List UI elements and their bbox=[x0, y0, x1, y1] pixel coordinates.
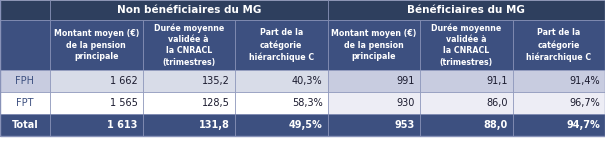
Text: 135,2: 135,2 bbox=[202, 76, 230, 86]
Bar bbox=[143, 114, 235, 136]
Bar bbox=[420, 92, 512, 114]
Bar bbox=[0, 92, 50, 114]
Text: 91,1: 91,1 bbox=[486, 76, 508, 86]
Bar bbox=[327, 70, 420, 92]
Bar bbox=[0, 114, 50, 136]
Text: Non bénéficiaires du MG: Non bénéficiaires du MG bbox=[117, 5, 261, 15]
Bar bbox=[327, 0, 605, 20]
Bar bbox=[143, 92, 235, 114]
Text: 1 565: 1 565 bbox=[110, 98, 137, 108]
Text: 1 662: 1 662 bbox=[110, 76, 137, 86]
Text: 49,5%: 49,5% bbox=[289, 120, 322, 130]
Text: Durée moyenne
validée à
la CNRACL
(trimestres): Durée moyenne validée à la CNRACL (trime… bbox=[431, 23, 502, 67]
Bar bbox=[327, 114, 420, 136]
Text: Montant moyen (€)
de la pension
principale: Montant moyen (€) de la pension principa… bbox=[54, 29, 139, 61]
Text: 953: 953 bbox=[394, 120, 415, 130]
Bar bbox=[420, 114, 512, 136]
Text: Durée moyenne
validée à
la CNRACL
(trimestres): Durée moyenne validée à la CNRACL (trime… bbox=[154, 23, 224, 67]
Bar bbox=[512, 114, 605, 136]
Bar bbox=[512, 92, 605, 114]
Text: 40,3%: 40,3% bbox=[292, 76, 322, 86]
Bar bbox=[143, 70, 235, 92]
Bar bbox=[235, 70, 327, 92]
Text: Bénéficiaires du MG: Bénéficiaires du MG bbox=[407, 5, 525, 15]
Text: 991: 991 bbox=[397, 76, 415, 86]
Bar bbox=[235, 20, 327, 70]
Bar bbox=[50, 114, 143, 136]
Text: Montant moyen (€)
de la pension
principale: Montant moyen (€) de la pension principa… bbox=[331, 29, 416, 61]
Bar bbox=[143, 20, 235, 70]
Bar bbox=[420, 70, 512, 92]
Text: 88,0: 88,0 bbox=[483, 120, 508, 130]
Text: Part de la
catégorie
hiérarchique C: Part de la catégorie hiérarchique C bbox=[526, 28, 591, 62]
Bar bbox=[327, 20, 420, 70]
Bar bbox=[50, 70, 143, 92]
Text: 86,0: 86,0 bbox=[486, 98, 508, 108]
Text: 1 613: 1 613 bbox=[107, 120, 137, 130]
Text: Total: Total bbox=[11, 120, 38, 130]
Text: FPT: FPT bbox=[16, 98, 34, 108]
Text: 58,3%: 58,3% bbox=[292, 98, 322, 108]
Text: 131,8: 131,8 bbox=[199, 120, 230, 130]
Text: 128,5: 128,5 bbox=[202, 98, 230, 108]
Bar bbox=[50, 20, 143, 70]
Bar bbox=[0, 20, 50, 70]
Bar bbox=[235, 92, 327, 114]
Text: 930: 930 bbox=[397, 98, 415, 108]
Bar bbox=[0, 0, 50, 20]
Bar bbox=[420, 20, 512, 70]
Bar bbox=[235, 114, 327, 136]
Bar bbox=[327, 92, 420, 114]
Bar bbox=[512, 70, 605, 92]
Text: FPH: FPH bbox=[16, 76, 34, 86]
Text: 96,7%: 96,7% bbox=[569, 98, 600, 108]
Bar bbox=[512, 20, 605, 70]
Bar bbox=[50, 92, 143, 114]
Bar bbox=[0, 70, 50, 92]
Text: 91,4%: 91,4% bbox=[569, 76, 600, 86]
Bar bbox=[50, 0, 327, 20]
Text: Part de la
catégorie
hiérarchique C: Part de la catégorie hiérarchique C bbox=[249, 28, 314, 62]
Text: 94,7%: 94,7% bbox=[566, 120, 600, 130]
